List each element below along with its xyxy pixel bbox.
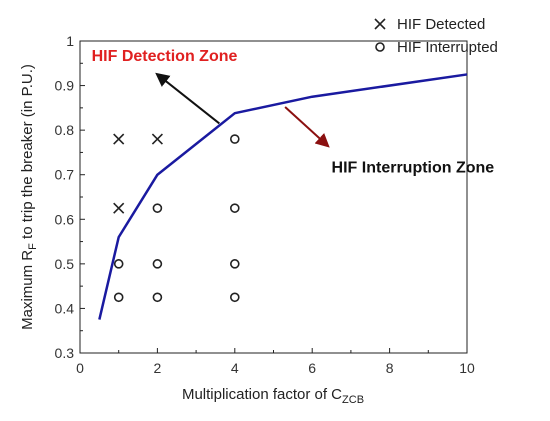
x-tick-label: 4	[231, 360, 239, 376]
y-tick-label: 1	[66, 33, 74, 49]
interrupted-point	[113, 292, 124, 303]
annotation-arrow	[155, 72, 220, 125]
legend-label-detected: HIF Detected	[397, 16, 485, 33]
y-tick-label: 0.4	[55, 300, 75, 316]
plot-frame	[79, 40, 468, 354]
y-tick-label: 0.5	[55, 256, 75, 272]
detected-point	[113, 202, 125, 214]
y-axis-title-rest: to trip the breaker (in P.U.)	[19, 64, 36, 243]
annotation-arrow	[284, 106, 330, 148]
interrupted-point	[230, 203, 240, 213]
y-axis-title-main: Maximum R	[19, 250, 36, 330]
interrupted-point	[230, 292, 240, 303]
x-axis-ticks: 0 2 4 6 8 10	[76, 348, 475, 376]
detected-point	[151, 133, 163, 145]
x-axis-title: Multiplication factor of CZCB	[182, 386, 364, 406]
legend-o-marker	[375, 42, 385, 52]
legend: HIF Detected HIF Interrupted	[374, 16, 498, 56]
interrupted-point	[230, 134, 240, 144]
interrupted-point	[152, 292, 163, 303]
y-axis-ticks: 0.3 0.4 0.5 0.6 0.7 0.8 0.9 1	[55, 33, 85, 361]
x-axis-title-main: Multiplication factor of C	[182, 386, 342, 403]
boundary-curve	[98, 73, 468, 320]
interrupted-point	[152, 203, 163, 213]
y-tick-label: 0.7	[55, 167, 75, 183]
legend-marker-detected	[374, 18, 386, 30]
legend-x-marker	[374, 18, 386, 30]
y-axis-title-sub: F	[27, 243, 39, 250]
x-tick-label: 2	[154, 360, 162, 376]
interrupted-point	[230, 259, 240, 269]
legend-marker-interrupted	[375, 42, 385, 52]
annotation-label: HIF Interruption Zone	[332, 159, 495, 176]
interrupted-point	[152, 259, 163, 269]
x-tick-label: 0	[76, 360, 84, 376]
x-tick-label: 10	[459, 360, 475, 376]
y-tick-label: 0.3	[55, 345, 75, 361]
annotation-label: HIF Detection Zone	[92, 48, 238, 65]
interrupted-point	[113, 259, 124, 269]
x-tick-label: 8	[386, 360, 394, 376]
y-axis-title: Maximum RF to trip the breaker (in P.U.)	[19, 64, 39, 330]
legend-label-interrupted: HIF Interrupted	[397, 39, 498, 56]
x-tick-label: 6	[308, 360, 316, 376]
detected-point	[113, 133, 125, 145]
y-tick-label: 0.6	[55, 211, 75, 227]
y-tick-label: 0.8	[55, 122, 75, 138]
x-axis-title-sub: ZCB	[342, 394, 364, 406]
y-tick-label: 0.9	[55, 78, 75, 94]
annotation-layer: HIF Detection Zone HIF Interruption Zone	[92, 48, 495, 176]
series-layer	[98, 73, 468, 320]
